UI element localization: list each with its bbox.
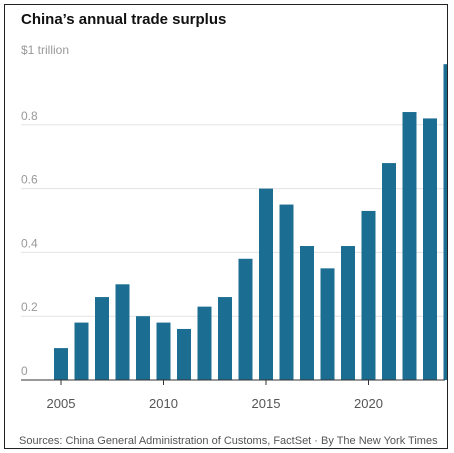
y-unit-label: $1 trillion <box>21 43 69 57</box>
source-note: Sources: China General Administration of… <box>19 435 438 447</box>
y-tick-label: 0.8 <box>21 109 38 123</box>
x-tick-label: 2015 <box>252 396 281 411</box>
x-tick-label: 2020 <box>354 396 383 411</box>
bar <box>136 316 150 380</box>
bar <box>320 268 335 380</box>
bar <box>361 210 376 380</box>
x-tick-label: 2010 <box>149 396 178 411</box>
bar <box>218 297 232 380</box>
chart-frame: China’s annual trade surplus 0 0.2 0.4 0.6 0… <box>4 4 448 449</box>
bar <box>177 328 191 380</box>
bar <box>197 306 212 380</box>
bar <box>74 322 89 380</box>
bar <box>279 204 294 380</box>
bar-chart: 0 0.2 0.4 0.6 0.8 $1 trillion 2005 2010 2015 2020 <box>21 43 447 411</box>
y-tick-label: 0 <box>21 364 28 378</box>
bar <box>423 118 437 381</box>
bar <box>402 112 417 380</box>
chart-title: China’s annual trade surplus <box>21 11 227 28</box>
bar <box>54 348 68 380</box>
bar <box>300 246 314 380</box>
bar <box>341 246 355 380</box>
bar <box>156 322 171 380</box>
bar <box>259 188 273 380</box>
bar <box>382 163 396 380</box>
bar <box>115 284 130 380</box>
x-tick-label: 2005 <box>47 396 76 411</box>
bar <box>443 64 447 380</box>
bar <box>238 258 253 380</box>
y-tick-label: 0.2 <box>21 300 38 314</box>
y-tick-label: 0.4 <box>21 236 38 250</box>
bar <box>95 297 109 380</box>
y-tick-label: 0.6 <box>21 173 38 187</box>
